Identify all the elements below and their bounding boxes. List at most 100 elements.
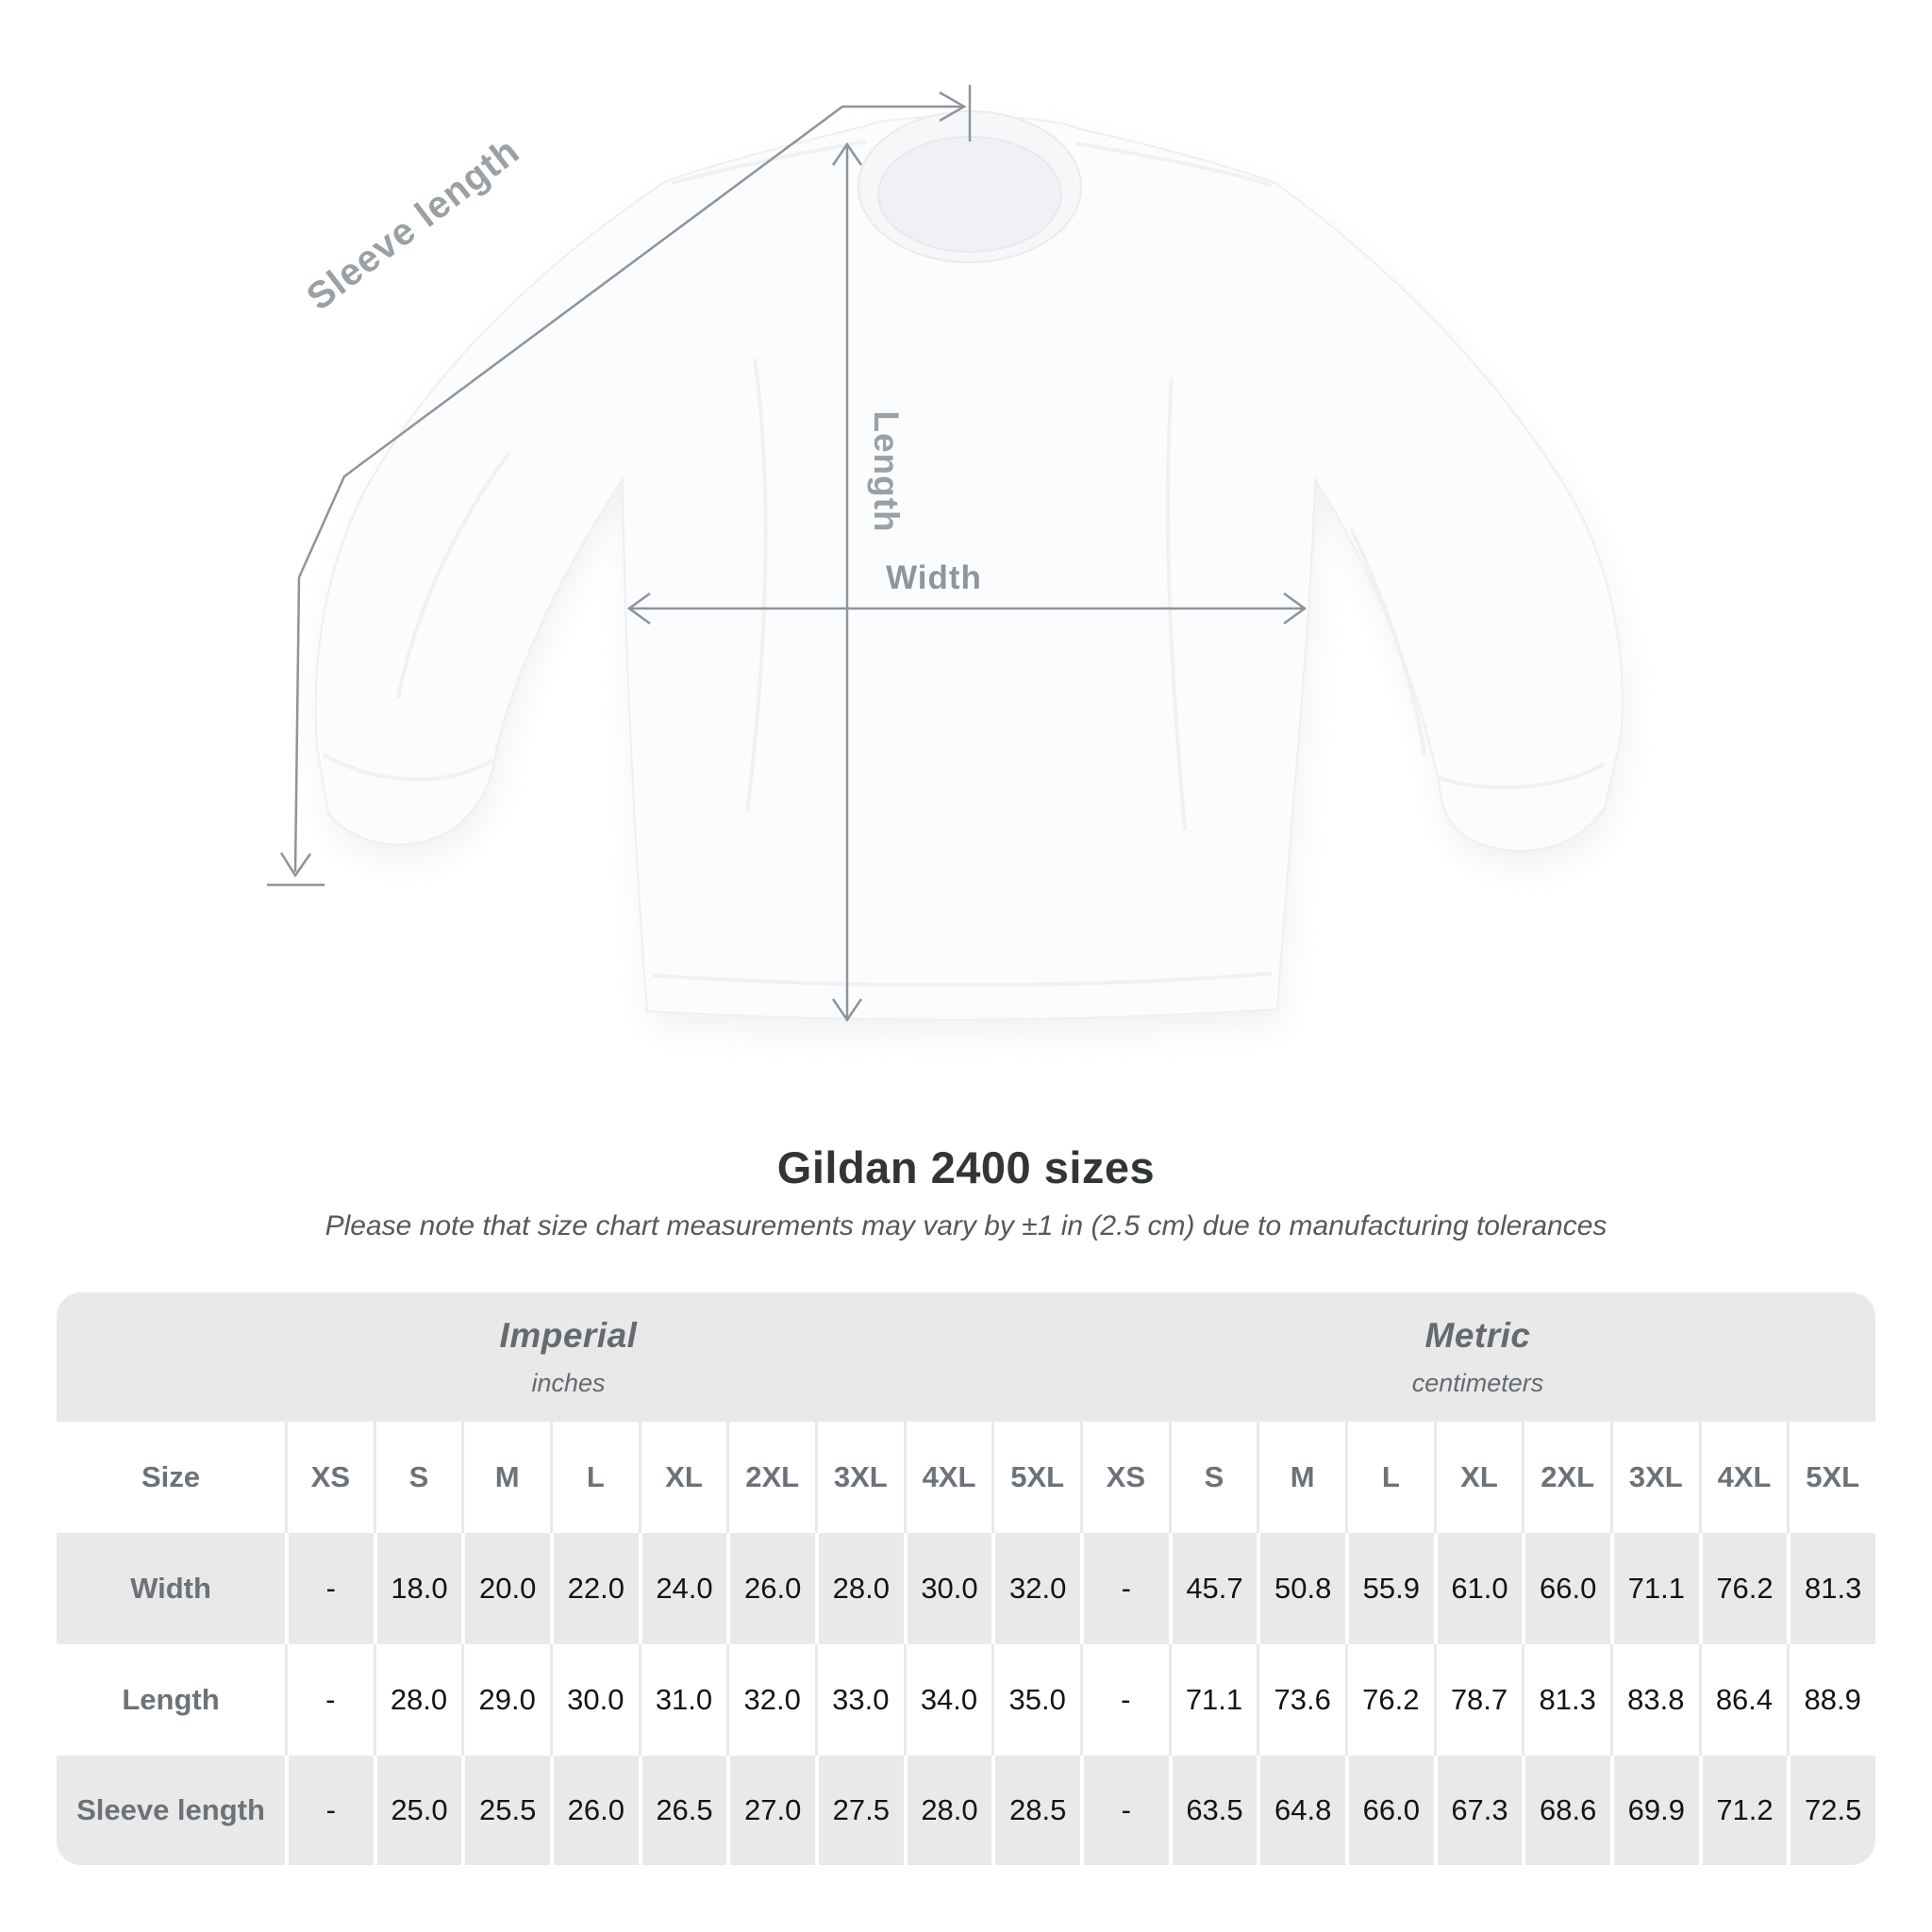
page-title: Gildan 2400 sizes bbox=[776, 1142, 1156, 1192]
table-cell: 61.0 bbox=[1433, 1533, 1523, 1644]
table-cell: - bbox=[1079, 1756, 1169, 1865]
measurement-diagram: Sleeve length Length Width bbox=[267, 85, 1626, 1035]
size-header-cell: 4XL bbox=[1698, 1422, 1788, 1533]
table-cell: 66.0 bbox=[1522, 1533, 1610, 1644]
table-cell: 34.0 bbox=[903, 1644, 992, 1756]
row-label: Length bbox=[122, 1683, 220, 1716]
table-cell: 26.5 bbox=[638, 1756, 727, 1865]
size-header-cell: M bbox=[1257, 1422, 1345, 1533]
table-cell: 35.0 bbox=[991, 1644, 1080, 1756]
table-cell: 20.0 bbox=[461, 1533, 550, 1644]
table-cell: 76.2 bbox=[1344, 1644, 1434, 1756]
table-cell: 81.3 bbox=[1522, 1644, 1610, 1756]
size-table: Imperial inches Metric centimeters Size X… bbox=[57, 1292, 1875, 1865]
tolerance-note: Please note that size chart measurements… bbox=[325, 1210, 1607, 1241]
shirt-image bbox=[314, 110, 1624, 1021]
table-cell: 31.0 bbox=[638, 1644, 727, 1756]
table-cell: 67.3 bbox=[1433, 1756, 1523, 1865]
metric-header: Metric centimeters bbox=[1080, 1292, 1875, 1422]
table-cell: - bbox=[1079, 1644, 1169, 1756]
table-cell: 30.0 bbox=[903, 1533, 992, 1644]
size-header-cell: 5XL bbox=[1787, 1422, 1875, 1533]
metric-unit: centimeters bbox=[1411, 1369, 1544, 1397]
table-cell: - bbox=[285, 1533, 374, 1644]
table-cell: 27.5 bbox=[814, 1756, 904, 1865]
length-arrow bbox=[831, 142, 863, 1023]
table-cell: 28.0 bbox=[373, 1644, 462, 1756]
table-cell: 71.1 bbox=[1609, 1533, 1699, 1644]
row-label: Width bbox=[130, 1572, 211, 1605]
size-header-cell: 2XL bbox=[1522, 1422, 1610, 1533]
fabric-folds bbox=[322, 140, 1606, 988]
table-cell: 32.0 bbox=[991, 1533, 1080, 1644]
table-cell: 45.7 bbox=[1168, 1533, 1257, 1644]
size-header-row: Size XS S M L XL 2XL 3XL 4XL 5XL XS S M L XL 2XL 3XL 4XL 5… bbox=[57, 1422, 1875, 1533]
table-cell: 68.6 bbox=[1522, 1756, 1610, 1865]
table-cell: 32.0 bbox=[726, 1644, 815, 1756]
table-cell: 66.0 bbox=[1344, 1756, 1434, 1865]
size-header-cell: XS bbox=[1079, 1422, 1169, 1533]
length-label: Length bbox=[867, 410, 906, 532]
size-header-cell: XS bbox=[285, 1422, 374, 1533]
table-row-sleeve-length: Sleeve length -25.0 25.5 26.0 26.5 27.0 27.5 28… bbox=[57, 1756, 1875, 1865]
table-cell: 78.7 bbox=[1433, 1644, 1523, 1756]
table-row-width: Width -18.0 20.0 22.0 24.0 26.0 28.0 30.0 32.0-4… bbox=[57, 1533, 1875, 1644]
table-cell: 24.0 bbox=[638, 1533, 727, 1644]
table-row-length: Length -28.0 29.0 30.0 31.0 32.0 33.0 34.0 35.0-… bbox=[57, 1644, 1875, 1756]
table-cell: 71.2 bbox=[1698, 1756, 1788, 1865]
size-header-cell: L bbox=[1344, 1422, 1434, 1533]
size-header-cell: XL bbox=[638, 1422, 727, 1533]
sleeve-length-arrow bbox=[267, 85, 972, 887]
table-cell: 81.3 bbox=[1787, 1533, 1875, 1644]
table-cell: 71.1 bbox=[1168, 1644, 1257, 1756]
row-label: Sleeve length bbox=[76, 1793, 265, 1826]
table-cell: - bbox=[285, 1756, 374, 1865]
size-header-cell: XL bbox=[1433, 1422, 1523, 1533]
metric-title: Metric bbox=[1424, 1316, 1531, 1355]
table-cell: 63.5 bbox=[1168, 1756, 1257, 1865]
table-cell: 55.9 bbox=[1344, 1533, 1434, 1644]
table-cell: 64.8 bbox=[1257, 1756, 1345, 1865]
table-cell: 50.8 bbox=[1257, 1533, 1345, 1644]
table-cell: - bbox=[285, 1644, 374, 1756]
size-column-header: Size bbox=[141, 1460, 201, 1493]
imperial-unit: inches bbox=[531, 1369, 606, 1397]
size-header-cell: 2XL bbox=[726, 1422, 815, 1533]
size-header-cell: 3XL bbox=[1609, 1422, 1699, 1533]
table-cell: 29.0 bbox=[461, 1644, 550, 1756]
table-cell: 28.0 bbox=[814, 1533, 904, 1644]
unit-header-band: Imperial inches Metric centimeters bbox=[57, 1292, 1875, 1422]
table-cell: 26.0 bbox=[726, 1533, 815, 1644]
table-cell: 83.8 bbox=[1609, 1644, 1699, 1756]
table-cell: 86.4 bbox=[1698, 1644, 1788, 1756]
table-cell: 18.0 bbox=[373, 1533, 462, 1644]
size-header-cell: 4XL bbox=[903, 1422, 992, 1533]
size-header-cell: S bbox=[373, 1422, 462, 1533]
table-cell: 26.0 bbox=[549, 1756, 639, 1865]
table-cell: 28.0 bbox=[903, 1756, 992, 1865]
width-arrow bbox=[626, 591, 1307, 625]
table-cell: 22.0 bbox=[549, 1533, 639, 1644]
width-label: Width bbox=[886, 559, 982, 596]
table-cell: 33.0 bbox=[814, 1644, 904, 1756]
table-cell: 72.5 bbox=[1787, 1756, 1875, 1865]
size-header-cell: 5XL bbox=[991, 1422, 1080, 1533]
imperial-header: Imperial inches bbox=[57, 1292, 1080, 1422]
table-cell: 76.2 bbox=[1698, 1533, 1788, 1644]
sleeve-length-label: Sleeve length bbox=[299, 130, 527, 319]
table-cell: 27.0 bbox=[726, 1756, 815, 1865]
table-cell: 28.5 bbox=[991, 1756, 1080, 1865]
size-header-cell: L bbox=[549, 1422, 639, 1533]
table-cell: 88.9 bbox=[1787, 1644, 1875, 1756]
table-cell: 73.6 bbox=[1257, 1644, 1345, 1756]
size-header-cell: S bbox=[1168, 1422, 1257, 1533]
size-header-cell: 3XL bbox=[814, 1422, 904, 1533]
table-cell: 25.5 bbox=[461, 1756, 550, 1865]
collar-opening bbox=[877, 136, 1062, 253]
table-cell: 25.0 bbox=[373, 1756, 462, 1865]
table-cell: 69.9 bbox=[1609, 1756, 1699, 1865]
table-cell: 30.0 bbox=[549, 1644, 639, 1756]
table-cell: - bbox=[1079, 1533, 1169, 1644]
imperial-title: Imperial bbox=[499, 1316, 638, 1355]
